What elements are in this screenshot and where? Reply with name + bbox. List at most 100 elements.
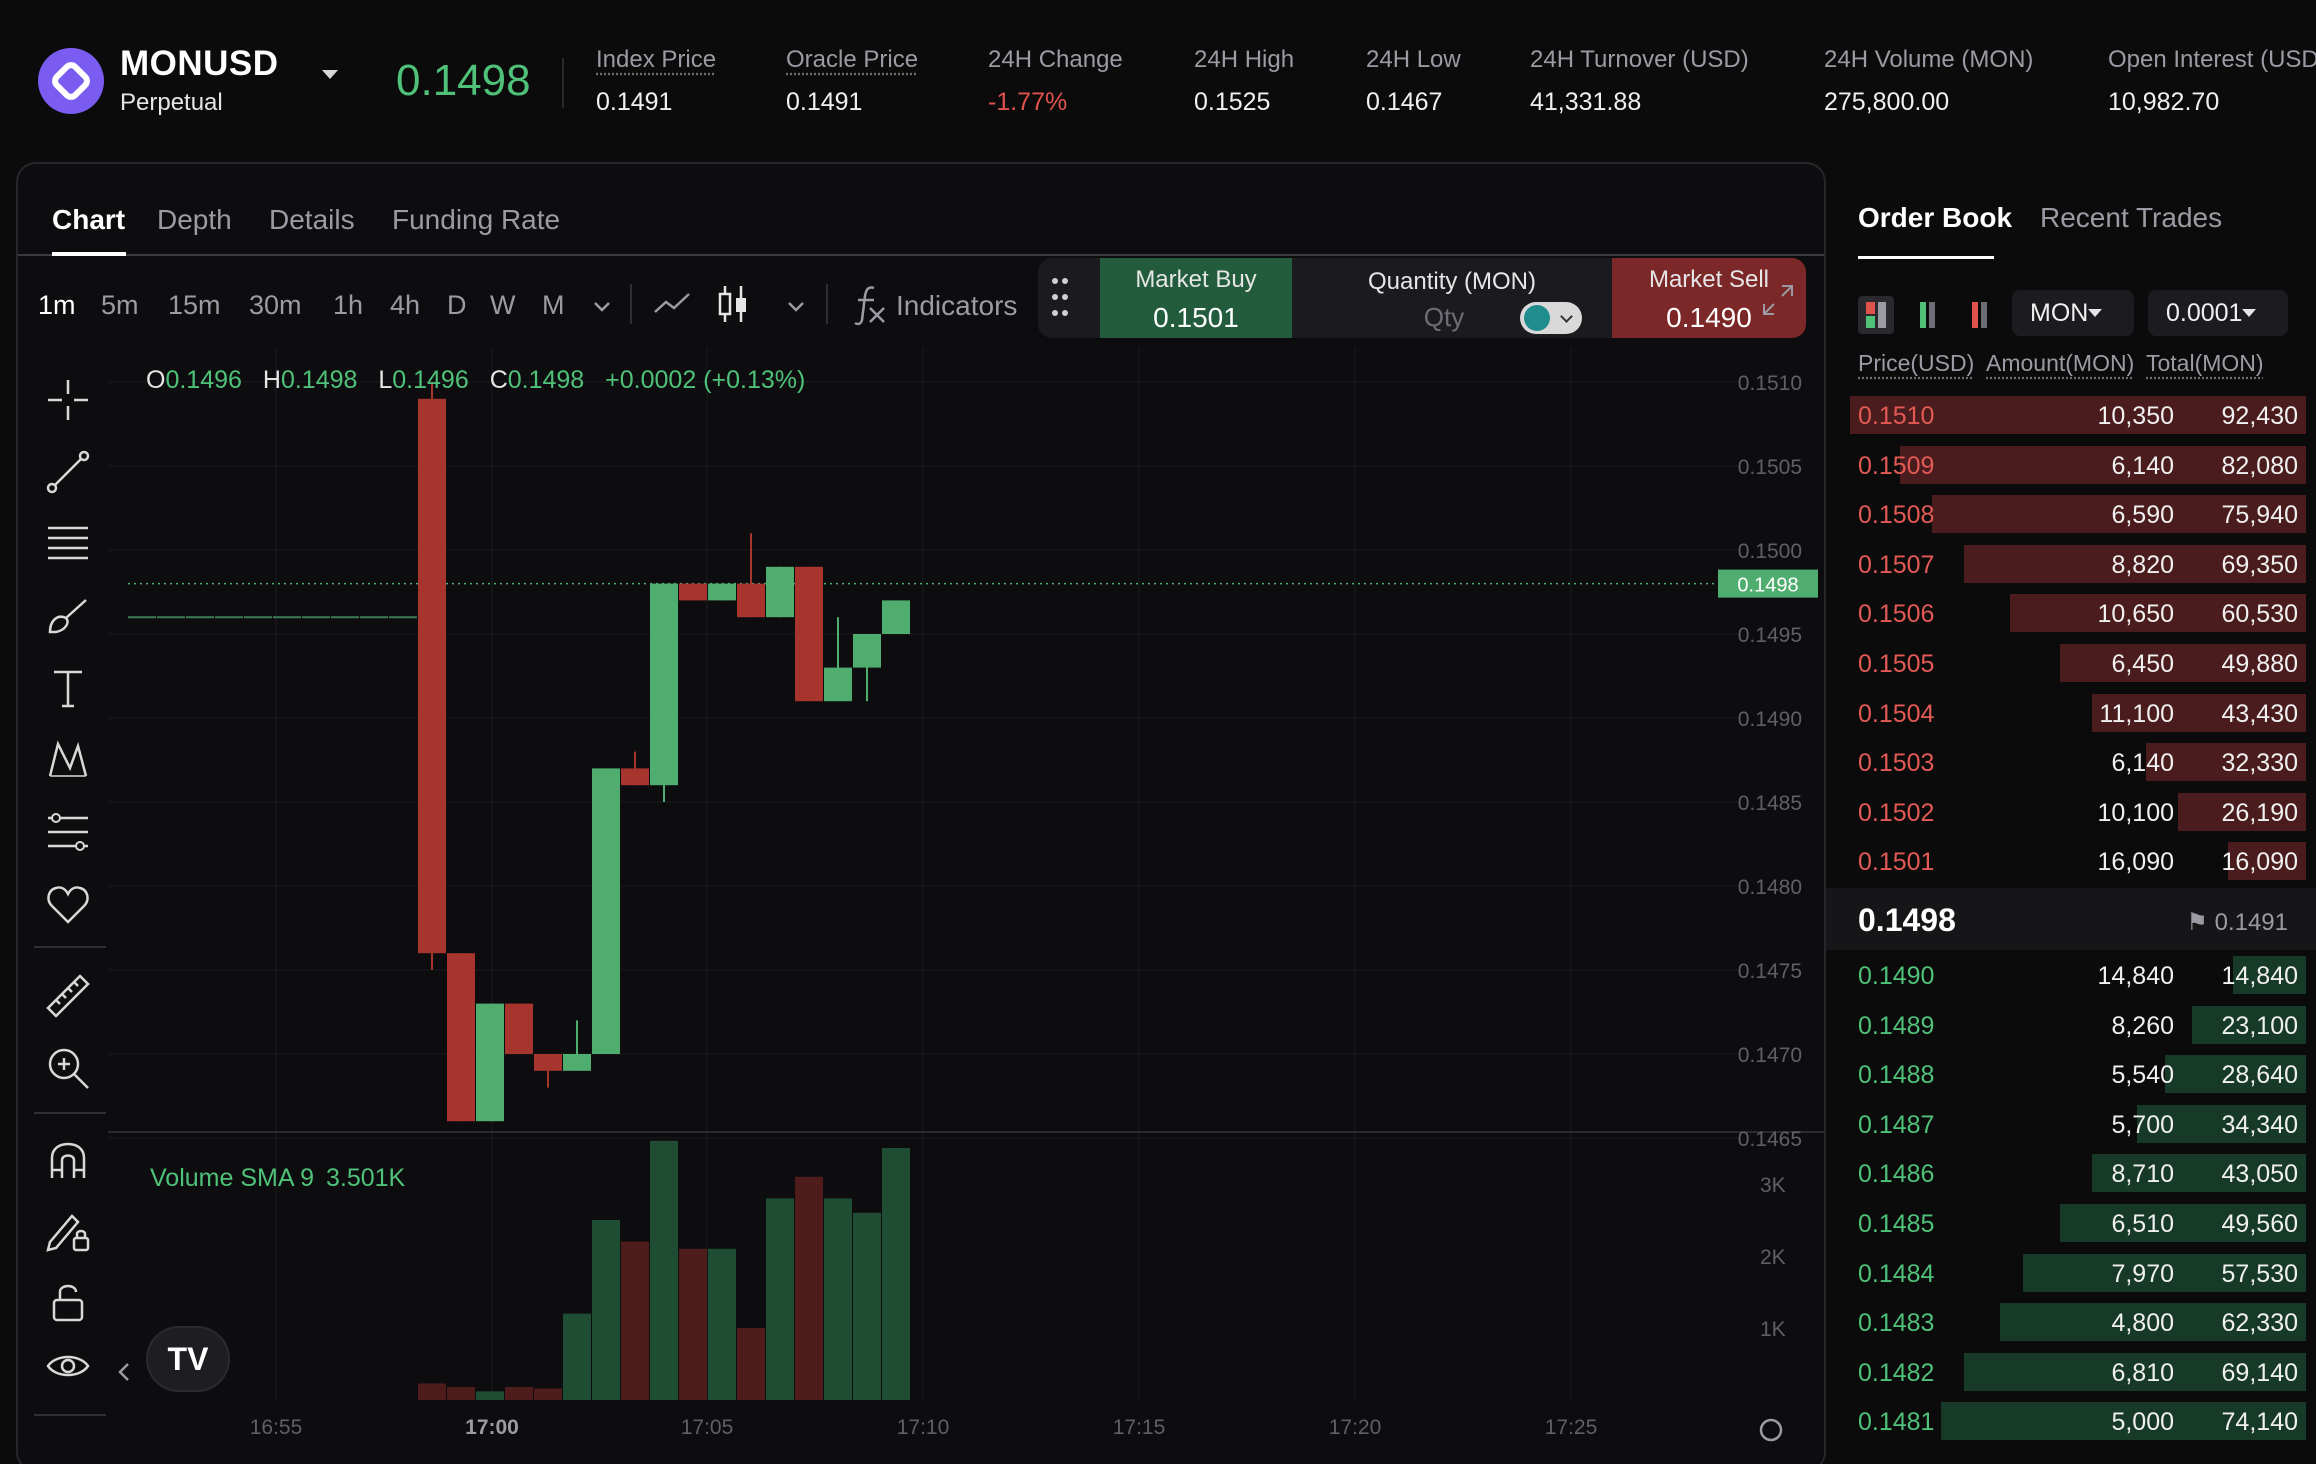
candle-body: [766, 567, 794, 617]
price-chart[interactable]: 0.1510 0.1505 0.1500 0.1495 0.1490 0.1485 0.14…: [18, 164, 1826, 1464]
volume-bar: [795, 1177, 823, 1400]
col-total: Total(MON): [2146, 350, 2264, 377]
volume-bar: [708, 1249, 736, 1400]
symbol-dropdown-icon[interactable]: [322, 70, 338, 79]
volume-bar: [447, 1387, 475, 1400]
bid-row[interactable]: 0.1488 5,540 28,640: [1850, 1051, 2306, 1095]
stat-label: Open Interest (USD): [2108, 46, 2316, 74]
bid-row[interactable]: 0.1490 14,840 14,840: [1850, 952, 2306, 996]
order-book-panel: Order Book Recent Trades MON 0.0001 Pric…: [1826, 162, 2316, 1464]
volume-bar: [505, 1387, 533, 1400]
candle-body: [882, 600, 910, 634]
ask-row[interactable]: 0.1502 10,100 26,190: [1850, 789, 2306, 833]
symbol-name[interactable]: MONUSD: [120, 44, 279, 84]
ask-row[interactable]: 0.1505 6,450 49,880: [1850, 640, 2306, 684]
unit-selector[interactable]: MON: [2012, 290, 2134, 336]
bid-price: 0.1483: [1858, 1309, 1934, 1338]
ask-row[interactable]: 0.1510 10,350 92,430: [1850, 392, 2306, 436]
stat-value: 275,800.00: [1824, 88, 2033, 117]
bid-row[interactable]: 0.1484 7,970 57,530: [1850, 1250, 2306, 1294]
ask-price: 0.1501: [1858, 848, 1934, 877]
stat-label: Oracle Price: [786, 46, 918, 74]
bid-row[interactable]: 0.1485 6,510 49,560: [1850, 1200, 2306, 1244]
ask-price: 0.1507: [1858, 551, 1934, 580]
stat-24h-low: 24H Low 0.1467: [1366, 46, 1461, 117]
view-bids-icon[interactable]: [1910, 296, 1946, 334]
volume-axis-label: 1K: [1760, 1318, 1786, 1341]
volume-bar: [824, 1198, 852, 1400]
stat-label: Index Price: [596, 46, 716, 74]
volume-bar: [766, 1198, 794, 1400]
col-amount: Amount(MON): [1986, 350, 2134, 377]
ohlc-legend: O0.1496 H0.1498 L0.1496 C0.1498 +0.0002 …: [146, 366, 805, 395]
volume-indicator-value: 3.501K: [326, 1164, 405, 1192]
ask-total: 49,880: [2222, 650, 2298, 679]
index-price-value: 0.1491: [2215, 909, 2288, 936]
ask-row[interactable]: 0.1503 6,140 32,330: [1850, 739, 2306, 783]
ask-total: 69,350: [2222, 551, 2298, 580]
stat-value: -1.77%: [988, 88, 1123, 117]
time-axis-label: 17:20: [1329, 1416, 1382, 1439]
stat-value: 10,982.70: [2108, 88, 2316, 117]
ask-row[interactable]: 0.1508 6,590 75,940: [1850, 491, 2306, 535]
tab-recent-trades[interactable]: Recent Trades: [2040, 202, 2222, 234]
stat-value: 41,331.88: [1530, 88, 1749, 117]
price-axis-label: 0.1470: [1738, 1044, 1802, 1067]
bid-total: 43,050: [2222, 1160, 2298, 1189]
ask-amount: 11,100: [2099, 700, 2174, 729]
bid-price: 0.1481: [1858, 1408, 1934, 1437]
bid-row[interactable]: 0.1486 8,710 43,050: [1850, 1150, 2306, 1194]
volume-bar: [679, 1249, 707, 1400]
mid-price: 0.1498: [1858, 902, 1956, 939]
stat-index-price[interactable]: Index Price 0.1491: [596, 46, 716, 117]
tradingview-logo[interactable]: TV: [146, 1326, 230, 1392]
stat-label: 24H Volume (MON): [1824, 46, 2033, 74]
bid-row[interactable]: 0.1482 6,810 69,140: [1850, 1349, 2306, 1393]
volume-legend: Volume SMA 9 3.501K: [150, 1164, 405, 1193]
ohlc-low-label: L: [378, 366, 392, 394]
bid-row[interactable]: 0.1481 5,000 74,140: [1850, 1398, 2306, 1442]
price-axis-label: 0.1505: [1738, 456, 1802, 479]
ohlc-change: +0.0002 (+0.13%): [605, 366, 805, 394]
time-axis-label: 17:25: [1545, 1416, 1598, 1439]
bid-price: 0.1489: [1858, 1012, 1934, 1041]
bid-total: 57,530: [2222, 1260, 2298, 1289]
ohlc-open: 0.1496: [165, 366, 241, 394]
bid-price: 0.1490: [1858, 962, 1934, 991]
bid-row[interactable]: 0.1489 8,260 23,100: [1850, 1002, 2306, 1046]
tab-order-book[interactable]: Order Book: [1858, 202, 2012, 234]
bid-row[interactable]: 0.1483 4,800 62,330: [1850, 1299, 2306, 1343]
stat-oracle-price[interactable]: Oracle Price 0.1491: [786, 46, 918, 117]
ask-row[interactable]: 0.1509 6,140 82,080: [1850, 442, 2306, 486]
ask-amount: 6,140: [2111, 452, 2174, 481]
ask-amount: 16,090: [2098, 848, 2174, 877]
ask-total: 16,090: [2222, 848, 2298, 877]
stat-label: 24H Low: [1366, 46, 1461, 74]
volume-bar: [737, 1328, 765, 1400]
time-axis-label: 17:10: [897, 1416, 950, 1439]
view-both-icon[interactable]: [1858, 296, 1894, 334]
bid-total: 69,140: [2222, 1359, 2298, 1388]
tick-size-selector[interactable]: 0.0001: [2148, 290, 2288, 336]
ask-row[interactable]: 0.1501 16,090 16,090: [1850, 838, 2306, 882]
stat-value: 0.1491: [786, 88, 918, 117]
bid-row[interactable]: 0.1487 5,700 34,340: [1850, 1101, 2306, 1145]
ask-row[interactable]: 0.1506 10,650 60,530: [1850, 590, 2306, 634]
chart-settings-icon[interactable]: [1761, 1420, 1781, 1440]
ask-price: 0.1510: [1858, 402, 1934, 431]
bid-price: 0.1484: [1858, 1260, 1934, 1289]
time-axis-label: 17:15: [1113, 1416, 1166, 1439]
ask-row[interactable]: 0.1507 8,820 69,350: [1850, 541, 2306, 585]
time-axis-label: 16:55: [250, 1416, 303, 1439]
ohlc-high: 0.1498: [281, 366, 357, 394]
bid-amount: 6,510: [2111, 1210, 2174, 1239]
volume-bar: [563, 1314, 591, 1400]
ask-amount: 6,140: [2111, 749, 2174, 778]
ask-amount: 8,820: [2111, 551, 2174, 580]
candle-body: [708, 584, 736, 601]
col-price: Price(USD): [1858, 350, 1974, 377]
ask-row[interactable]: 0.1504 11,100 43,430: [1850, 690, 2306, 734]
view-asks-icon[interactable]: [1962, 296, 1998, 334]
ask-amount: 10,650: [2098, 600, 2174, 629]
bid-amount: 7,970: [2111, 1260, 2174, 1289]
